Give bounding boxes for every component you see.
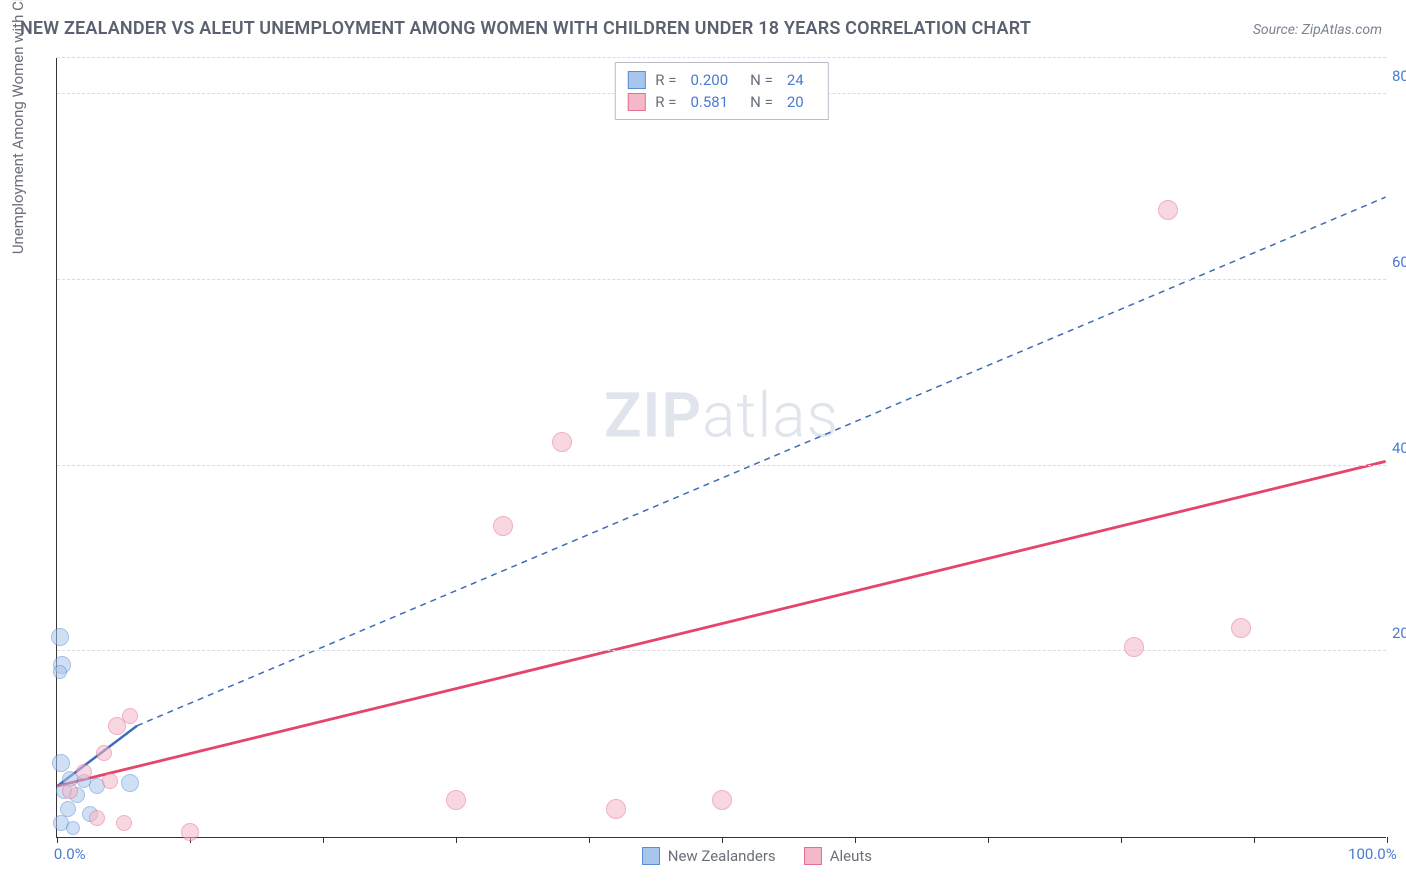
legend-row: R = 0.200 N = 24: [627, 69, 815, 91]
legend-series-name: New Zealanders: [668, 847, 776, 865]
x-tick: [988, 837, 989, 843]
legend-swatch: [642, 847, 660, 865]
y-tick-label: 40.0%: [1392, 439, 1406, 457]
legend-series-item: New Zealanders: [642, 847, 776, 865]
x-tick: [589, 837, 590, 843]
data-point: [446, 790, 466, 810]
gridline: [57, 650, 1386, 651]
data-point: [66, 821, 80, 835]
data-point: [51, 628, 69, 646]
x-tick: [1387, 837, 1388, 843]
legend-swatch: [627, 93, 645, 111]
y-tick-label: 60.0%: [1392, 253, 1406, 271]
trend-lines: [57, 58, 1386, 837]
gridline: [57, 465, 1386, 466]
x-tick: [57, 837, 58, 843]
data-point: [1158, 200, 1178, 220]
data-point: [552, 432, 572, 452]
data-point: [493, 516, 513, 536]
x-tick: [722, 837, 723, 843]
legend-r-label: R =: [655, 71, 676, 89]
data-point: [181, 823, 199, 841]
legend-n-label: N =: [750, 93, 773, 111]
data-point: [89, 810, 105, 826]
scatter-plot: ZIPatlas R =0.200N =24R =0.581N =20 New …: [56, 58, 1386, 838]
y-tick-label: 80.0%: [1392, 67, 1406, 85]
legend-series-item: Aleuts: [804, 847, 872, 865]
legend-r-value: 0.200: [690, 71, 728, 89]
data-point: [1231, 618, 1251, 638]
data-point: [606, 799, 626, 819]
x-tick: [1121, 837, 1122, 843]
legend-r-label: R =: [655, 93, 676, 111]
y-tick-label: 20.0%: [1392, 624, 1406, 642]
legend-series-name: Aleuts: [830, 847, 872, 865]
data-point: [62, 783, 78, 799]
data-point: [116, 815, 132, 831]
x-tick-label: 0.0%: [54, 845, 86, 863]
data-point: [96, 745, 112, 761]
source-label: Source: ZipAtlas.com: [1253, 22, 1382, 38]
watermark: ZIPatlas: [604, 380, 839, 453]
data-point: [102, 773, 118, 789]
y-axis-label: Unemployment Among Women with Children U…: [9, 0, 27, 254]
legend-n-value: 20: [787, 93, 804, 111]
x-tick: [855, 837, 856, 843]
data-point: [53, 665, 67, 679]
legend-n-label: N =: [750, 71, 773, 89]
correlation-legend: R = 0.200 N = 24 R = 0.581 N = 20: [614, 62, 828, 120]
x-tick: [323, 837, 324, 843]
legend-n-value: 24: [787, 71, 804, 89]
legend-r-value: 0.581: [690, 93, 728, 111]
data-point: [121, 774, 139, 792]
data-point: [712, 790, 732, 810]
legend-swatch: [627, 71, 645, 89]
x-tick: [1254, 837, 1255, 843]
x-tick: [456, 837, 457, 843]
data-point: [1124, 637, 1144, 657]
gridline: [57, 57, 1386, 58]
data-point: [52, 754, 70, 772]
series-legend: New Zealanders Aleuts: [642, 847, 872, 865]
gridline: [57, 279, 1386, 280]
legend-row: R = 0.581 N = 20: [627, 91, 815, 113]
chart-title: NEW ZEALANDER VS ALEUT UNEMPLOYMENT AMON…: [20, 18, 1031, 39]
data-point: [76, 764, 92, 780]
x-tick-label: 100.0%: [1348, 845, 1397, 863]
legend-swatch: [804, 847, 822, 865]
data-point: [122, 708, 138, 724]
